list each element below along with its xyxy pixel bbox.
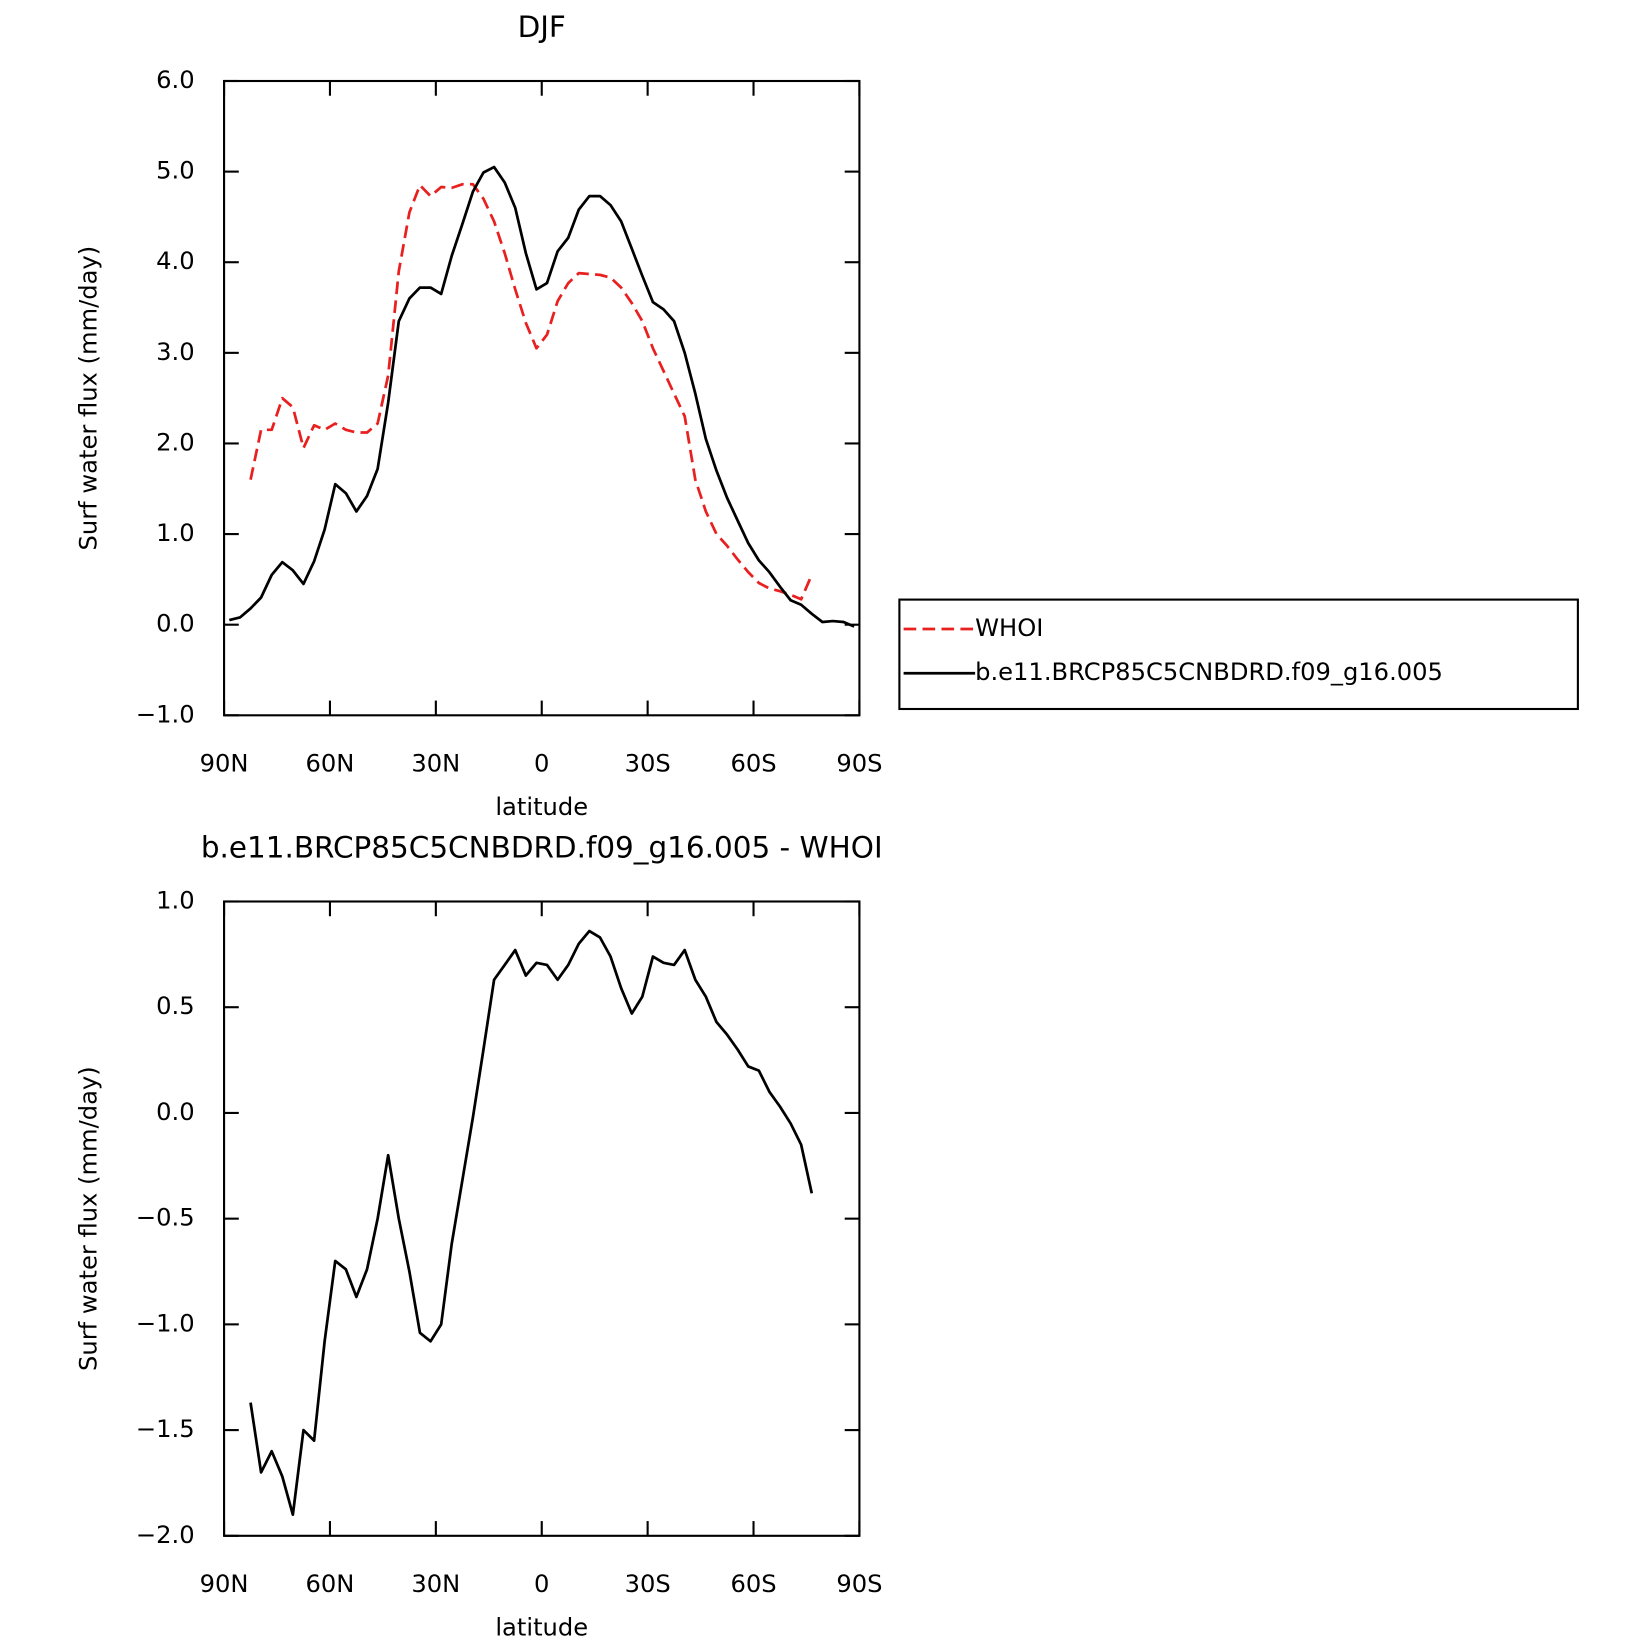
y-axis-label: Surf water flux (mm/day) xyxy=(74,1066,102,1371)
y-tick-label: −1.0 xyxy=(136,1309,195,1337)
data-line xyxy=(249,929,814,1517)
y-tick-label: 1.0 xyxy=(156,886,194,914)
y-tick-label: 2.0 xyxy=(156,428,194,456)
legend-label: WHOI xyxy=(975,614,1043,642)
y-tick-label: 3.0 xyxy=(156,338,194,366)
y-tick-label: 1.0 xyxy=(156,519,194,547)
x-tick-label: 90N xyxy=(200,1570,249,1598)
x-tick-label: 30N xyxy=(411,750,460,778)
data-line xyxy=(249,182,814,601)
x-tick-label: 60N xyxy=(306,750,355,778)
x-axis-label: latitude xyxy=(495,1613,588,1641)
x-tick-label: 30S xyxy=(625,1570,671,1598)
x-tick-label: 0 xyxy=(534,1570,549,1598)
y-tick-label: 6.0 xyxy=(156,66,194,94)
chart-title: b.e11.BRCP85C5CNBDRD.f09_g16.005 - WHOI xyxy=(201,830,883,864)
y-tick-label: 0.0 xyxy=(156,610,194,638)
y-tick-label: −0.5 xyxy=(136,1204,195,1232)
legend-frame xyxy=(898,598,1579,711)
legend-label: b.e11.BRCP85C5CNBDRD.f09_g16.005 xyxy=(975,658,1443,686)
y-axis-label: Surf water flux (mm/day) xyxy=(74,246,102,551)
y-tick-label: −2.0 xyxy=(136,1521,195,1549)
x-tick-label: 60N xyxy=(306,1570,355,1598)
x-tick-label: 30S xyxy=(625,750,671,778)
data-line xyxy=(228,165,855,628)
x-tick-label: 60S xyxy=(730,1570,776,1598)
x-tick-label: 90N xyxy=(200,750,249,778)
y-tick-label: −1.5 xyxy=(136,1415,195,1443)
y-tick-label: 0.5 xyxy=(156,992,194,1020)
x-tick-label: 90S xyxy=(836,750,882,778)
chart-title: DJF xyxy=(518,10,566,44)
x-tick-label: 60S xyxy=(730,750,776,778)
y-tick-label: 4.0 xyxy=(156,247,194,275)
y-tick-label: 5.0 xyxy=(156,157,194,185)
x-tick-label: 90S xyxy=(836,1570,882,1598)
y-tick-label: 0.0 xyxy=(156,1098,194,1126)
x-axis-label: latitude xyxy=(495,793,588,821)
x-tick-label: 0 xyxy=(534,750,549,778)
y-tick-label: −1.0 xyxy=(136,700,195,728)
x-tick-label: 30N xyxy=(411,1570,460,1598)
